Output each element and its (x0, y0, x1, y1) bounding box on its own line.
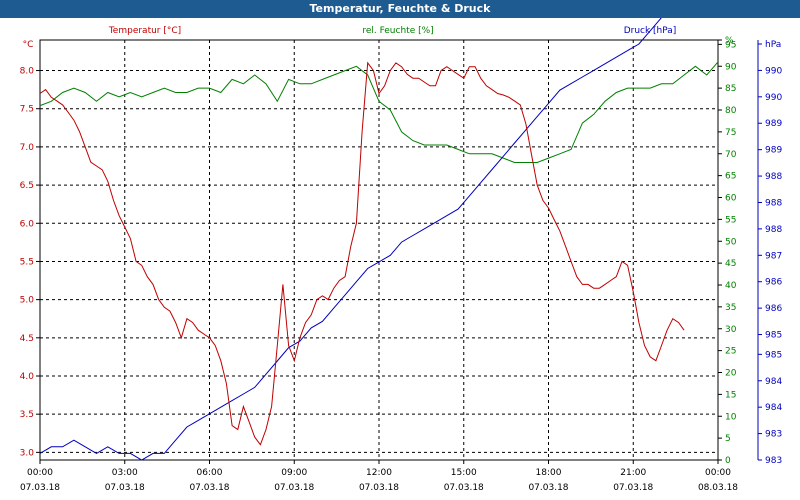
x-axis-time-label: 15:00 (451, 468, 477, 478)
x-axis-time-label: 03:00 (112, 468, 138, 478)
x-axis-time-label: 09:00 (281, 468, 307, 478)
middle-axis-tick-label: 65 (725, 172, 736, 182)
x-axis-time-label: 06:00 (197, 468, 223, 478)
x-axis-time-label: 12:00 (366, 468, 392, 478)
right-axis-tick-label: 983 (765, 456, 782, 466)
middle-axis-tick-label: 0 (725, 456, 731, 466)
middle-axis-tick-label: 50 (725, 237, 737, 247)
right-axis-tick-label: 990 (765, 93, 782, 103)
left-axis-tick-label: 6.5 (20, 181, 34, 191)
x-axis-time-label: 00:00 (27, 468, 53, 478)
right-axis-tick-label: 990 (765, 66, 782, 76)
x-axis-time-label: 00:00 (705, 468, 731, 478)
x-axis-date-label: 07.03.18 (528, 483, 568, 493)
left-axis-tick-label: 3.5 (20, 410, 34, 420)
right-axis-tick-label: 988 (765, 172, 782, 182)
right-axis-tick-label: 989 (765, 119, 782, 129)
right-axis-tick-label: 984 (765, 403, 782, 413)
left-axis-tick-label: 3.0 (20, 448, 35, 458)
right-axis-tick-label: 984 (765, 377, 782, 387)
x-axis-date-label: 07.03.18 (613, 483, 653, 493)
middle-axis-tick-label: 60 (725, 194, 737, 204)
middle-axis-tick-label: 85 (725, 84, 736, 94)
middle-axis-tick-label: 25 (725, 347, 736, 357)
right-axis-tick-label: 988 (765, 225, 782, 235)
middle-axis-tick-label: 5 (725, 434, 731, 444)
right-axis-tick-label: 986 (765, 304, 782, 314)
middle-axis-tick-label: 15 (725, 390, 736, 400)
x-axis-time-label: 18:00 (536, 468, 562, 478)
right-axis-tick-label: 985 (765, 350, 782, 360)
left-axis-tick-label: 4.5 (20, 334, 34, 344)
legend-temperature: Temperatur [°C] (108, 26, 181, 36)
right-axis-tick-label: 988 (765, 198, 782, 208)
middle-axis-tick-label: 95 (725, 40, 736, 50)
window-title: Temperatur, Feuchte & Druck (0, 0, 800, 18)
right-axis-tick-label: 987 (765, 251, 782, 261)
right-axis-tick-label: 985 (765, 331, 782, 341)
left-axis-tick-label: 7.5 (20, 105, 34, 115)
middle-axis-tick-label: 20 (725, 369, 737, 379)
middle-axis-tick-label: 40 (725, 281, 737, 291)
left-axis-tick-label: 8.0 (20, 67, 35, 77)
middle-axis-tick-label: 55 (725, 215, 736, 225)
x-axis-date-label: 08.03.18 (698, 483, 738, 493)
middle-axis-tick-label: 30 (725, 325, 737, 335)
middle-axis-tick-label: 75 (725, 128, 736, 138)
right-axis-tick-label: hPa (765, 40, 781, 50)
middle-axis-tick-label: 45 (725, 259, 736, 269)
middle-axis-tick-label: 70 (725, 150, 737, 160)
x-axis-date-label: 07.03.18 (105, 483, 145, 493)
x-axis-time-label: 21:00 (620, 468, 646, 478)
middle-axis-tick-label: % (725, 36, 734, 46)
x-axis-date-label: 07.03.18 (359, 483, 399, 493)
middle-axis-tick-label: 80 (725, 106, 737, 116)
x-axis-date-label: 07.03.18 (444, 483, 484, 493)
left-axis-tick-label: 7.0 (20, 143, 35, 153)
series-pressure-line (39, 18, 662, 461)
left-axis-tick-label: 4.0 (20, 372, 35, 382)
chart: 3.0 3.5 4.0 4.5 5.0 5.5 6.0 6.5 7.0 7.5 8.0 °C 0 5 10 1… (20, 18, 782, 493)
left-axis-tick-label: 5.0 (20, 296, 35, 306)
left-axis-unit: °C (23, 40, 34, 50)
right-axis-tick-label: 983 (765, 430, 782, 440)
series-humidity-line (39, 61, 719, 163)
middle-axis-tick-label: 90 (725, 62, 737, 72)
legend-humidity: rel. Feuchte [%] (362, 26, 433, 36)
x-axis-date-label: 07.03.18 (274, 483, 314, 493)
right-axis-tick-label: 989 (765, 146, 782, 156)
x-axis-date-label: 07.03.18 (189, 483, 229, 493)
series-temperature-line (39, 61, 685, 446)
middle-axis-tick-label: 35 (725, 303, 736, 313)
right-axis-tick-label: 986 (765, 278, 782, 288)
left-axis-tick-label: 6.0 (20, 219, 35, 229)
x-axis-date-label: 07.03.18 (20, 483, 60, 493)
left-axis-tick-label: 5.5 (20, 257, 34, 267)
middle-axis-tick-label: 10 (725, 412, 737, 422)
